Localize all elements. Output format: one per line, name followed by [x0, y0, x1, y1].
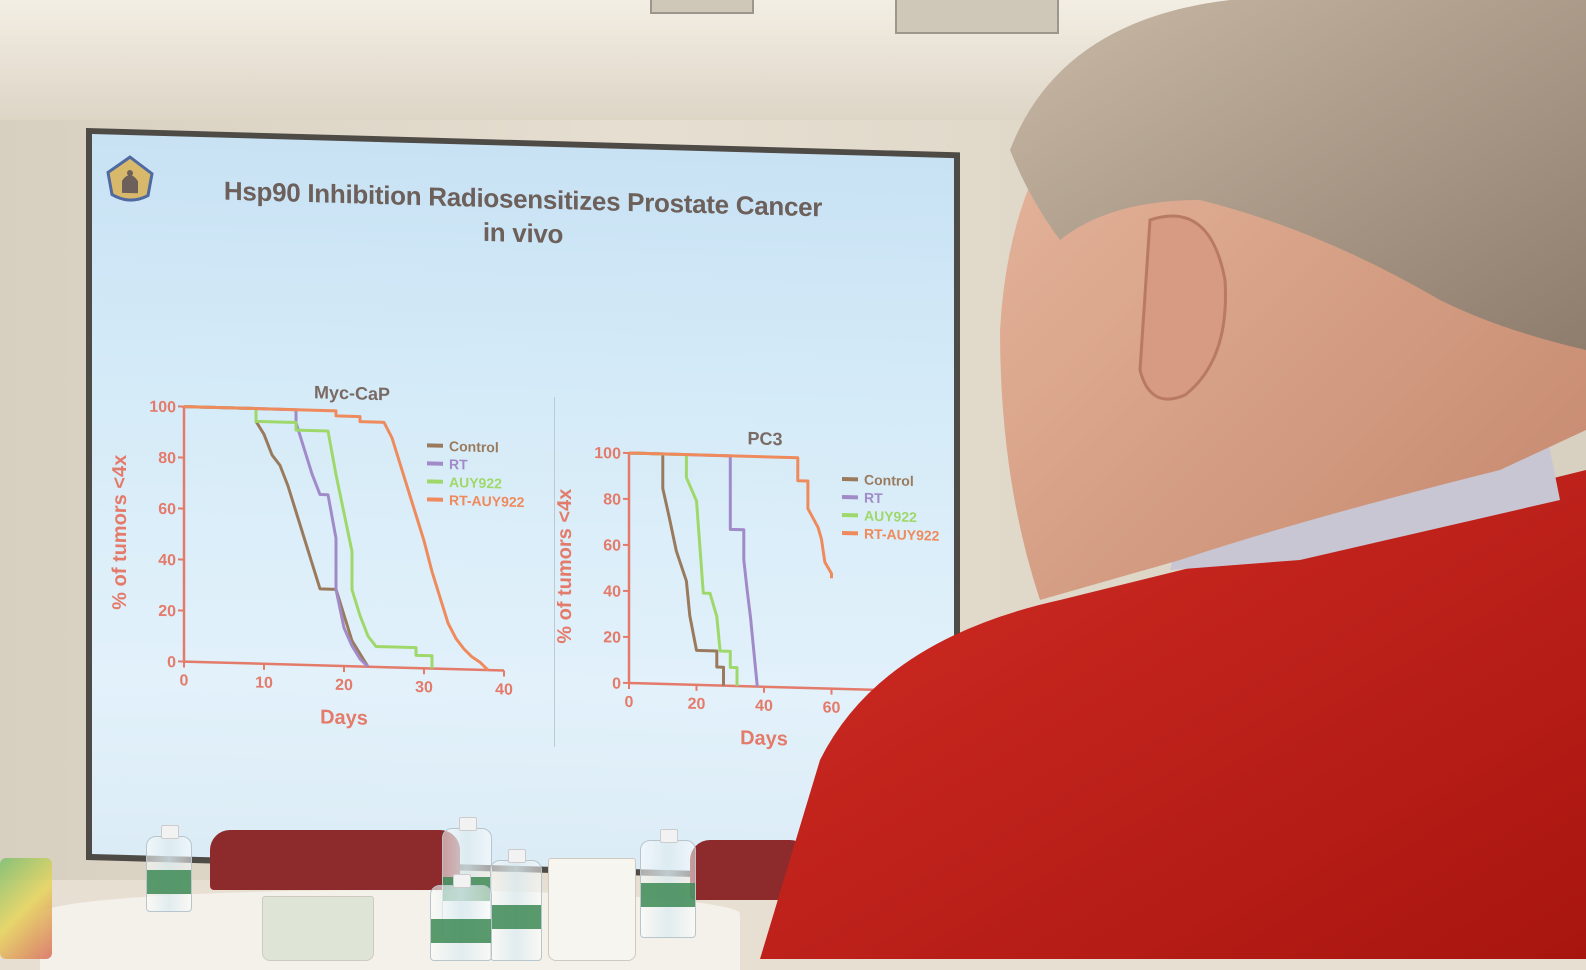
audience-member-in-red-sweater: [0, 0, 1586, 959]
